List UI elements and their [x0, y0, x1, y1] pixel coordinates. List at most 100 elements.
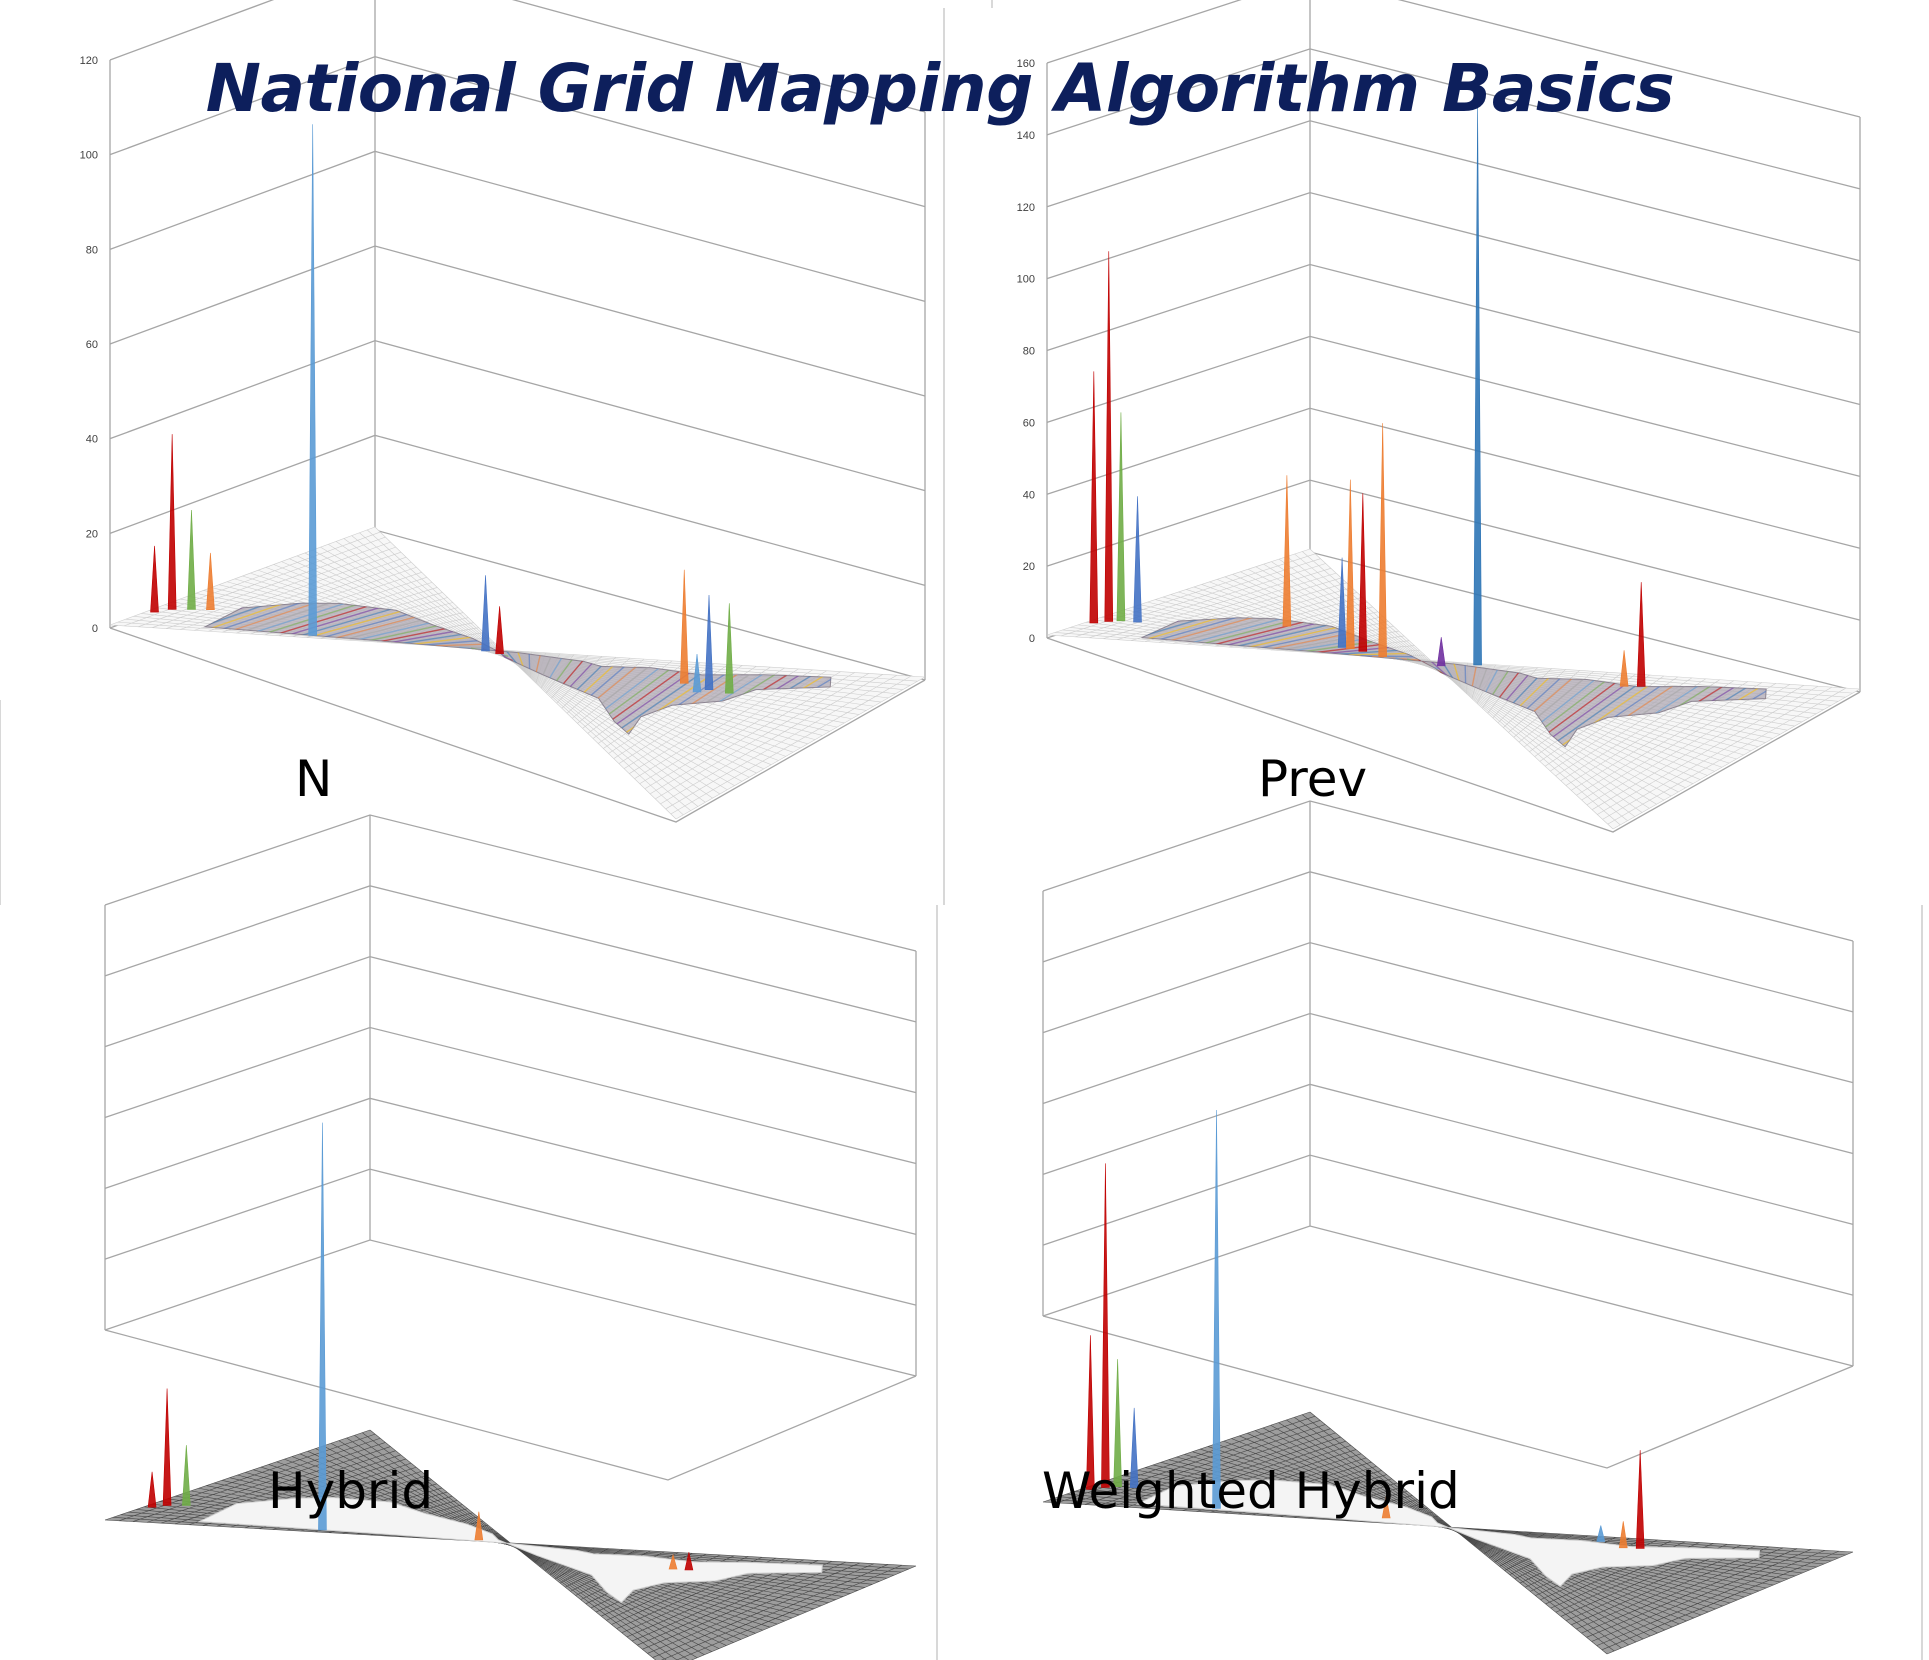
land-stripe	[1141, 617, 1341, 642]
gridline	[104, 885, 917, 1023]
spike-series	[1086, 1109, 1645, 1549]
floor-edge	[104, 1329, 917, 1481]
mesh-line	[312, 549, 735, 786]
data-spike	[1089, 371, 1099, 624]
mesh-line	[1263, 563, 1657, 805]
gridline	[1042, 1154, 1854, 1296]
land-stripe	[226, 603, 419, 634]
data-spike	[474, 1511, 484, 1541]
floor-edge	[1046, 637, 1861, 833]
gridline	[1042, 941, 1854, 1084]
y-tick-label: 0	[92, 623, 98, 635]
gridline	[1046, 0, 1861, 118]
mesh-line	[1302, 551, 1621, 826]
chart-panel-weighted-hybrid	[1042, 800, 1854, 1655]
land-stripe	[261, 603, 432, 636]
data-spike	[1346, 479, 1355, 649]
gridline	[1042, 1225, 1854, 1367]
y-tick-label: 60	[1023, 417, 1035, 429]
gridline	[1046, 335, 1861, 478]
mesh-line	[1309, 1411, 1608, 1655]
data-spike	[1619, 650, 1629, 687]
data-spike	[1129, 1407, 1139, 1488]
data-spike	[684, 1552, 694, 1571]
data-spike	[187, 509, 196, 610]
surface-base	[105, 1430, 916, 1660]
data-spike	[1378, 423, 1387, 657]
gridline	[1046, 191, 1861, 334]
land-stripe	[1197, 617, 1367, 646]
mesh-line	[1046, 634, 1861, 690]
mesh-line	[367, 529, 684, 816]
data-spike	[318, 1122, 327, 1531]
land-stripe	[204, 603, 406, 631]
data-spike	[1596, 1525, 1606, 1542]
y-tick-label: 160	[1017, 58, 1035, 70]
land-stripe	[1186, 617, 1363, 645]
mesh-line	[296, 555, 750, 778]
land-stripe	[296, 603, 444, 638]
y-tick-label: 80	[1023, 346, 1035, 358]
data-spike	[495, 606, 504, 654]
land-stripe	[237, 603, 423, 634]
gridline	[1042, 1012, 1854, 1155]
data-spike	[1473, 107, 1482, 666]
mesh-line	[1247, 568, 1672, 797]
gridline	[1046, 407, 1861, 549]
chart-panel-prev: 0 20 40 60 80 100 120 140 160	[1017, 0, 1861, 833]
mesh-line	[1271, 561, 1650, 809]
data-spike	[1436, 637, 1446, 667]
gridline	[104, 1097, 917, 1235]
land-stripe	[249, 603, 427, 635]
data-spike	[1381, 1496, 1391, 1519]
land-stripe	[214, 603, 414, 633]
mesh-line	[320, 546, 728, 791]
panel-label-weighted-hybrid: Weighted Hybrid	[1042, 1462, 1460, 1520]
y-tick-label: 20	[1023, 561, 1035, 573]
wall-gridlines	[1042, 800, 1854, 1469]
mesh-line	[335, 541, 713, 799]
data-spike	[1212, 1109, 1221, 1509]
floor-edge	[109, 627, 926, 823]
land-stripe	[1151, 617, 1350, 643]
chart-panel-n: 0 20 40 60 80 100 120	[80, 0, 926, 823]
wall-gridlines	[104, 814, 917, 1481]
surface-plane	[104, 1429, 917, 1660]
data-spike	[150, 545, 159, 613]
mesh-line	[351, 535, 699, 807]
data-spike	[1116, 412, 1126, 622]
wall-gridlines	[1046, 0, 1861, 833]
gridline	[104, 814, 917, 952]
data-spike	[147, 1471, 157, 1508]
gridline	[104, 1239, 917, 1377]
mesh-line	[1255, 566, 1665, 801]
gridline	[1042, 871, 1854, 1013]
data-spike	[1282, 475, 1292, 627]
panel-label-n: N	[295, 750, 333, 808]
land-stripe	[1221, 617, 1376, 648]
land-stripe	[1162, 617, 1354, 644]
mesh-line	[343, 538, 706, 803]
panel-label-hybrid: Hybrid	[268, 1462, 434, 1520]
surface-plane	[1046, 548, 1861, 830]
floor-edge	[1042, 1315, 1854, 1469]
mesh-line	[117, 621, 918, 682]
land-stripe	[204, 603, 410, 632]
surface-base	[1043, 1412, 1853, 1654]
gridline	[1046, 263, 1861, 406]
land-stripe	[272, 603, 436, 637]
y-tick-label: 60	[86, 339, 98, 351]
gridline	[1042, 1083, 1854, 1225]
y-tick-label: 40	[1023, 489, 1035, 501]
gridline	[1042, 800, 1854, 942]
mesh-line	[304, 552, 743, 782]
y-tick-label: 120	[1017, 202, 1035, 214]
y-tick-label: 120	[80, 55, 98, 67]
y-tick-label: 40	[86, 434, 98, 446]
mesh-line	[1278, 558, 1643, 813]
page-title: National Grid Mapping Algorithm Basics	[205, 50, 1675, 127]
data-spike	[481, 575, 490, 652]
spike-series	[147, 1122, 694, 1571]
data-spike	[1635, 1450, 1645, 1549]
